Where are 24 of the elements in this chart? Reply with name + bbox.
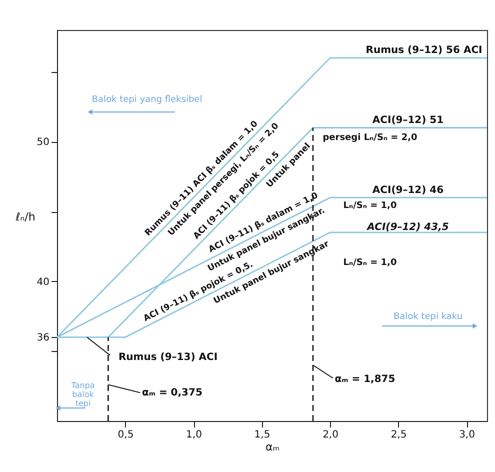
annotation: Lₙ/Sₙ = 1,0 [343, 201, 397, 211]
annotation: Lₙ/Sₙ = 1,0 [343, 258, 397, 268]
x-tick-label: 2,5 [390, 430, 407, 440]
annotation: ACI(9–12) 46 [372, 185, 444, 196]
annotation: ACI(9–12) 43,5 [366, 222, 449, 233]
annotation: Balok tepi yang fleksibel [92, 95, 202, 105]
annotation: Rumus (9–12) 56 ACI [366, 45, 482, 56]
y-tick-label: 50 [36, 137, 50, 148]
annotation: Balok tepi kaku [393, 312, 463, 322]
x-tick-label: 2,0 [322, 430, 338, 440]
y-tick-label: 36 [36, 332, 50, 344]
annotation: Rumus (9–13) ACI [118, 352, 218, 364]
x-tick-label: 1,5 [254, 430, 270, 440]
annotation: Tanpa balok tepi [70, 381, 95, 408]
annotation: αₘ = 0,375 [142, 388, 202, 399]
y-axis-title: ℓₙ/h [14, 210, 36, 224]
x-axis-title: αₘ [265, 440, 280, 454]
x-tick-label: 1,0 [186, 430, 202, 440]
x-tick-label: 3,0 [459, 430, 475, 440]
annotation: ACI(9–12) 51 [372, 115, 444, 126]
annotation: persegi Lₙ/Sₙ = 2,0 [322, 133, 418, 143]
y-tick-label: 40 [36, 276, 50, 288]
x-tick-label: 0,5 [118, 430, 134, 440]
annotation: αₘ = 1,875 [334, 374, 396, 386]
